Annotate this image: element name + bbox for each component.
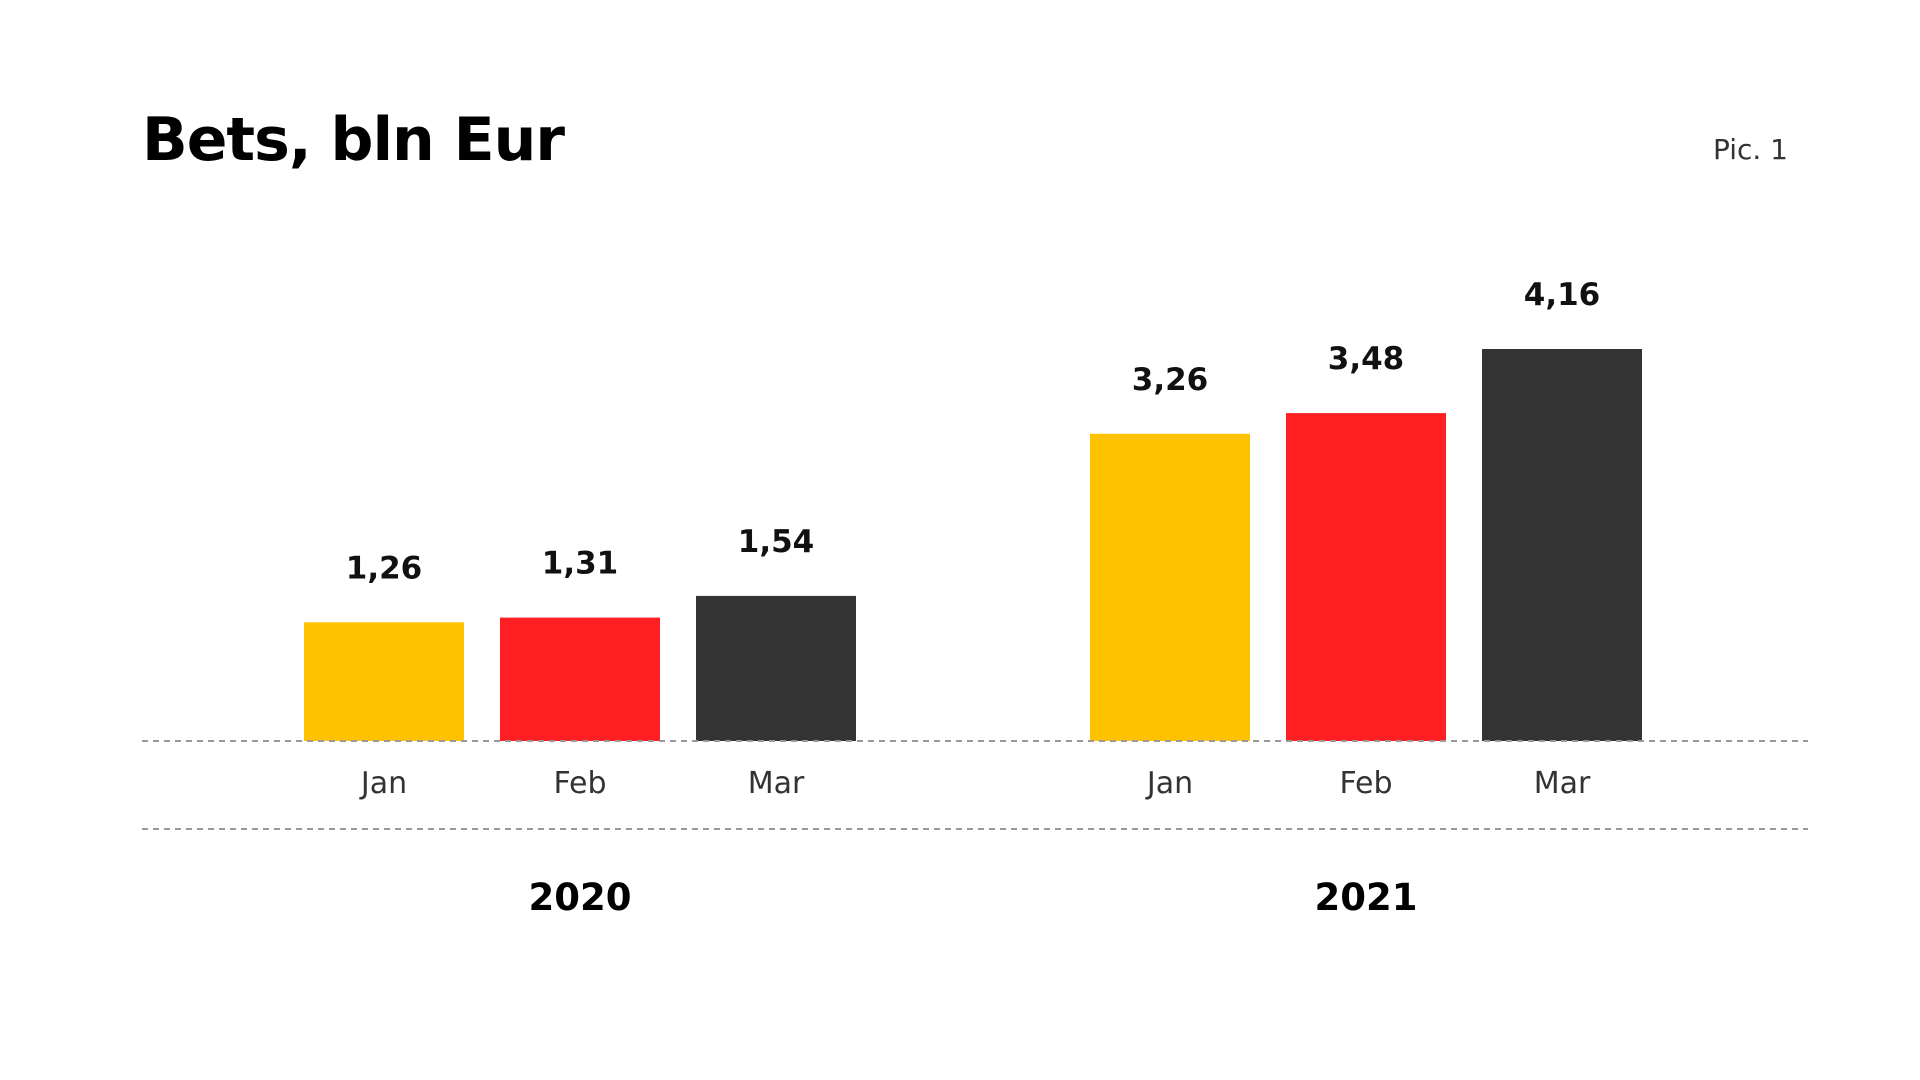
data-label: 3,26 bbox=[1132, 362, 1209, 398]
data-label: 1,26 bbox=[346, 550, 423, 586]
bar-2020-feb bbox=[500, 617, 660, 741]
x-tick-label: Jan bbox=[1145, 766, 1193, 801]
group-label: 2020 bbox=[529, 876, 632, 919]
bar-2021-jan bbox=[1090, 433, 1250, 741]
bar-2020-mar bbox=[696, 595, 856, 741]
bar-2020-jan bbox=[304, 622, 464, 741]
bar-2021-mar bbox=[1482, 349, 1642, 741]
data-label: 3,48 bbox=[1328, 341, 1405, 377]
x-tick-label: Feb bbox=[1339, 766, 1392, 801]
chart-marks: 1,26 Jan 1,31 Feb 1,54 Mar 2020 3,26 Jan 3,48 Feb 4… bbox=[304, 277, 1642, 919]
figure-number: Pic. 1 bbox=[1712, 133, 1788, 166]
x-tick-label: Feb bbox=[553, 766, 606, 801]
x-tick-label: Mar bbox=[1534, 766, 1591, 801]
bar-2021-feb bbox=[1286, 413, 1446, 741]
x-tick-label: Jan bbox=[359, 766, 407, 801]
data-label: 1,54 bbox=[738, 524, 815, 560]
x-tick-label: Mar bbox=[748, 766, 805, 801]
data-label: 1,31 bbox=[542, 546, 619, 582]
chart-title: Bets, bln Eur bbox=[142, 105, 565, 175]
group-label: 2021 bbox=[1315, 876, 1418, 919]
data-label: 4,16 bbox=[1524, 277, 1601, 313]
